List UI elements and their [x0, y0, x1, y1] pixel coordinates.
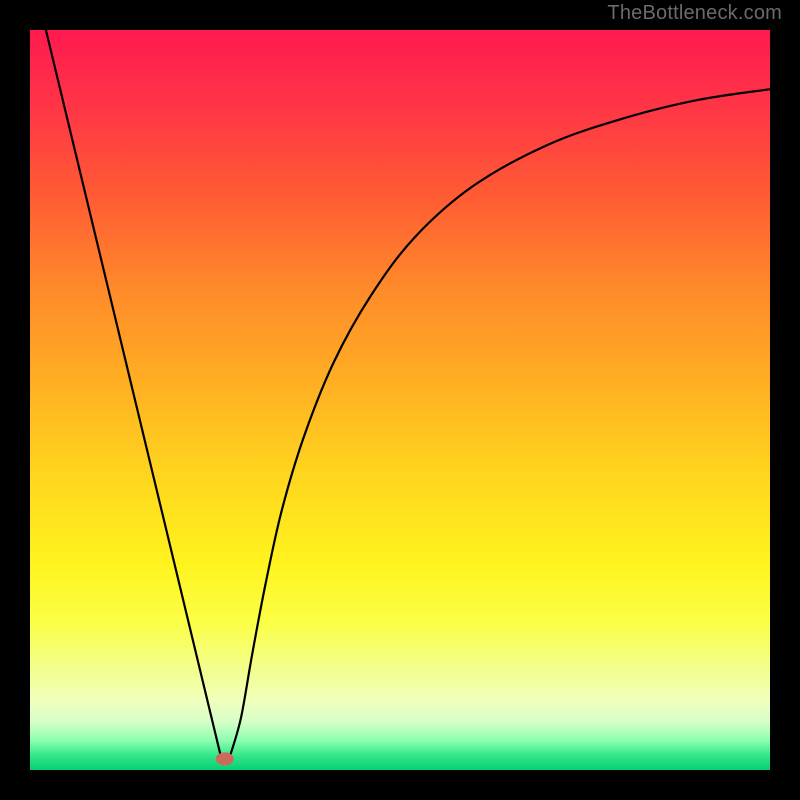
minimum-marker [215, 752, 234, 765]
watermark-text: TheBottleneck.com [607, 2, 782, 25]
curve-right-branch [230, 89, 770, 756]
plot-area [30, 30, 770, 770]
curve-left-branch [46, 30, 221, 757]
curve-layer [30, 30, 770, 770]
